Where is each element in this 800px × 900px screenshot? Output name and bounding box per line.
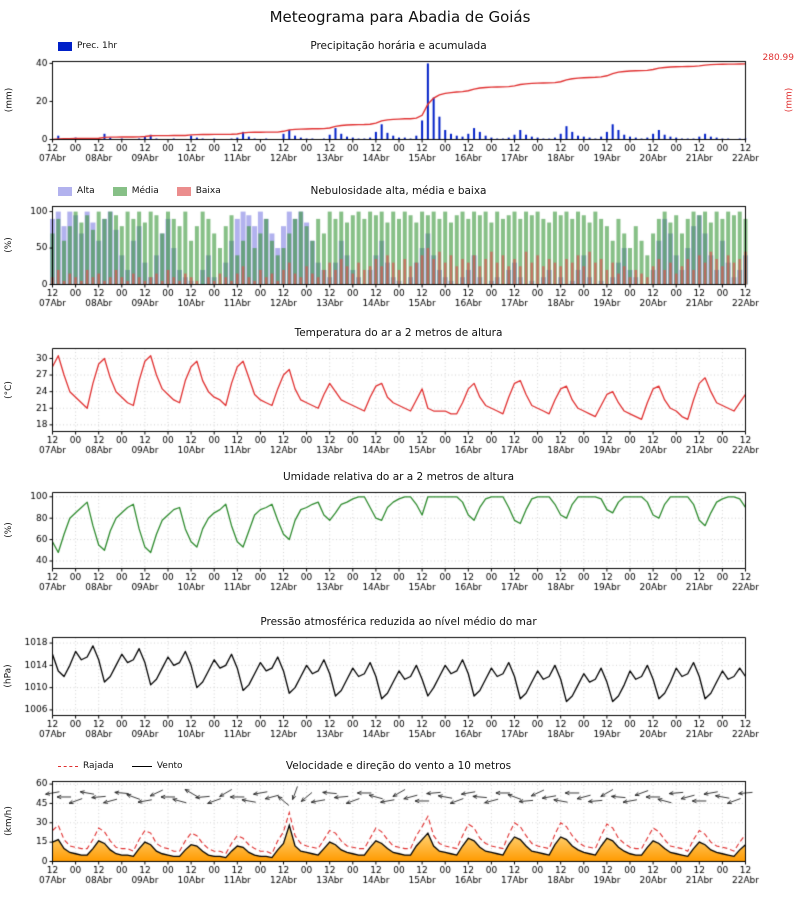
panel-header: Nebulosidade alta, média e baixa Alta Mé… [0, 185, 800, 201]
panel-precipitation: Precipitação horária e acumulada Prec. 1… [0, 38, 800, 166]
legend-item-rajada: Rajada [58, 761, 114, 771]
legend-item-prec1hr: Prec. 1hr [58, 41, 117, 51]
legend-label-baixa: Baixa [195, 186, 221, 196]
legend-item-baixa: Baixa [176, 186, 221, 196]
legend-label-vento: Vento [156, 761, 183, 771]
panel-temperature: Temperatura do ar a 2 metros de altura (… [0, 325, 800, 458]
panel-wind: Velocidade e direção do vento a 10 metro… [0, 758, 800, 888]
panel-title-temperature: Temperatura do ar a 2 metros de altura [294, 327, 503, 339]
pressure-chart-canvas [0, 634, 800, 742]
panel-pressure: Pressão atmosférica reduzida ao nível mé… [0, 614, 800, 742]
legend-cloudiness: Alta Média Baixa [58, 186, 221, 196]
panel-title-pressure: Pressão atmosférica reduzida ao nível mé… [260, 616, 537, 628]
panel-humidity: Umidade relativa do ar a 2 metros de alt… [0, 469, 800, 595]
wind-line-swatch [131, 765, 152, 767]
panel-title-wind: Velocidade e direção do vento a 10 metro… [285, 760, 512, 772]
legend-label-alta: Alta [77, 186, 95, 196]
alta-swatch [58, 186, 72, 196]
media-swatch [112, 186, 127, 196]
baixa-swatch [176, 186, 191, 196]
panel-header: Precipitação horária e acumulada Prec. 1… [0, 40, 800, 56]
gust-line-swatch [58, 765, 78, 767]
temperature-chart-canvas [0, 345, 800, 458]
panel-title-humidity: Umidade relativa do ar a 2 metros de alt… [282, 471, 515, 483]
panel-header: Temperatura do ar a 2 metros de altura [0, 327, 800, 343]
precipitation-chart-canvas [0, 58, 800, 166]
legend-item-alta: Alta [58, 186, 95, 196]
legend-label-rajada: Rajada [83, 761, 114, 771]
panel-header: Pressão atmosférica reduzida ao nível mé… [0, 616, 800, 632]
figure-title: Meteograma para Abadia de Goiás [269, 8, 531, 26]
cloudiness-chart-canvas [0, 203, 800, 311]
legend-label-prec1hr: Prec. 1hr [77, 41, 118, 51]
humidity-chart-canvas [0, 489, 800, 595]
legend-label-media: Média [131, 186, 159, 196]
wind-chart-canvas [0, 778, 800, 888]
legend-item-media: Média [112, 186, 159, 196]
legend-item-vento: Vento [131, 761, 183, 771]
panel-title-cloudiness: Nebulosidade alta, média e baixa [310, 185, 487, 197]
panel-title-precipitation: Precipitação horária e acumulada [310, 40, 487, 52]
panel-cloudiness: Nebulosidade alta, média e baixa Alta Mé… [0, 183, 800, 311]
legend-precipitation: Prec. 1hr [58, 41, 117, 51]
precip-bar-swatch [58, 41, 72, 51]
legend-wind: Rajada Vento [58, 761, 183, 771]
panel-header: Umidade relativa do ar a 2 metros de alt… [0, 471, 800, 487]
panel-header: Velocidade e direção do vento a 10 metro… [0, 760, 800, 776]
